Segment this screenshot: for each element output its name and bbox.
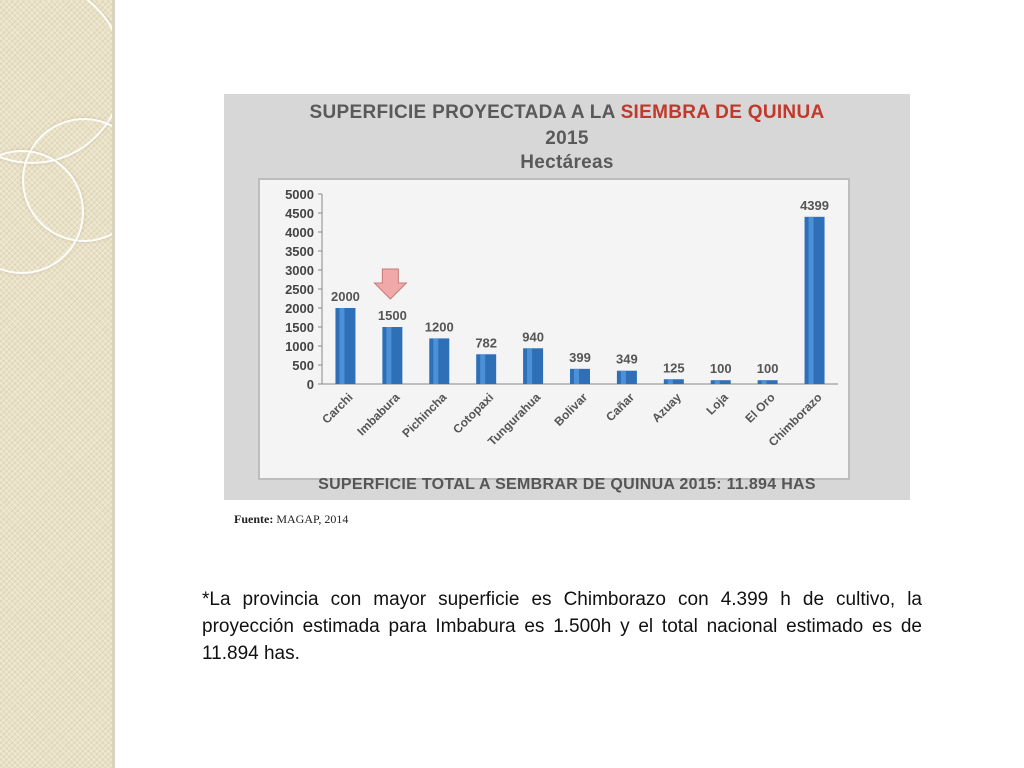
bar-highlight — [386, 327, 392, 384]
data-label: 782 — [475, 335, 497, 350]
bar-highlight — [714, 380, 720, 384]
category-label: Carchi — [319, 390, 355, 426]
bar-highlight — [339, 308, 345, 384]
bar — [382, 327, 403, 384]
bar-highlight — [620, 370, 626, 384]
category-label: Azuay — [649, 390, 684, 425]
y-tick-label: 3500 — [285, 244, 314, 259]
y-tick-label: 500 — [292, 358, 314, 373]
chart-title-part2: SIEMBRA DE QUINUA — [620, 102, 825, 123]
category-label: Loja — [704, 390, 732, 418]
category-label: Imbabura — [354, 390, 402, 438]
chart-footer-total: SUPERFICIE TOTAL A SEMBRAR DE QUINUA 201… — [318, 476, 816, 493]
data-label: 1500 — [378, 308, 407, 323]
y-tick-label: 0 — [307, 377, 314, 392]
y-tick-label: 1000 — [285, 339, 314, 354]
bar — [663, 379, 684, 384]
category-label: Bolivar — [551, 390, 590, 429]
y-tick-label: 3000 — [285, 263, 314, 278]
y-tick-label: 2000 — [285, 301, 314, 316]
source-note: Fuente: MAGAP, 2014 — [234, 512, 348, 527]
bar — [757, 380, 778, 384]
side-panel-edge — [112, 0, 115, 768]
bar — [710, 380, 731, 384]
y-tick-label: 2500 — [285, 282, 314, 297]
quinoa-chart: SUPERFICIE PROYECTADA A LA SIEMBRA DE QU… — [224, 94, 910, 500]
data-label: 940 — [522, 329, 544, 344]
data-label: 2000 — [331, 289, 360, 304]
bar-chart-svg: 0 500 1000 1500 2000 2500 3000 3500 4000 4500 5000… — [285, 187, 838, 449]
chart-title-part1: SUPERFICIE PROYECTADA A LA — [309, 102, 621, 123]
category-label: Cañar — [603, 390, 637, 424]
data-label: 349 — [616, 352, 638, 367]
bar-highlight — [433, 338, 439, 384]
bar — [616, 370, 637, 384]
chart-title-year: 2015 — [545, 128, 589, 149]
category-label: El Oro — [742, 390, 777, 425]
source-value: MAGAP, 2014 — [276, 512, 349, 526]
data-label: 399 — [569, 350, 591, 365]
bar-highlight — [761, 380, 767, 384]
bar-highlight — [480, 354, 486, 384]
bar — [804, 216, 825, 384]
y-tick-label: 4000 — [285, 225, 314, 240]
y-tick-label: 1500 — [285, 320, 314, 335]
data-label: 100 — [710, 361, 732, 376]
y-tick-label: 4500 — [285, 206, 314, 221]
source-label: Fuente: — [234, 512, 274, 526]
chart-title-line1: SUPERFICIE PROYECTADA A LA SIEMBRA DE QU… — [224, 102, 910, 124]
data-label: 4399 — [800, 198, 829, 213]
data-label: 100 — [757, 361, 779, 376]
bar — [523, 348, 544, 384]
bar — [570, 368, 590, 384]
bar — [476, 354, 497, 384]
decorative-side-panel — [0, 0, 112, 768]
data-label: 1200 — [425, 319, 454, 334]
bar — [335, 308, 356, 384]
plot-frame: 0 500 1000 1500 2000 2500 3000 3500 4000 4500 5000… — [258, 178, 850, 480]
highlight-arrow-icon — [373, 268, 408, 300]
bar — [429, 338, 450, 384]
category-label: Cotopaxi — [450, 390, 496, 436]
chart-subtitle: Hectáreas — [520, 152, 614, 173]
description-text: *La provincia con mayor superficie es Ch… — [202, 589, 922, 664]
data-label: 125 — [663, 360, 685, 375]
bar-highlight — [667, 379, 673, 384]
bar-highlight — [808, 216, 814, 384]
bar-highlight — [527, 348, 533, 384]
y-tick-label: 5000 — [285, 187, 314, 202]
category-label: Pichincha — [399, 390, 449, 440]
bar-highlight — [574, 368, 579, 384]
